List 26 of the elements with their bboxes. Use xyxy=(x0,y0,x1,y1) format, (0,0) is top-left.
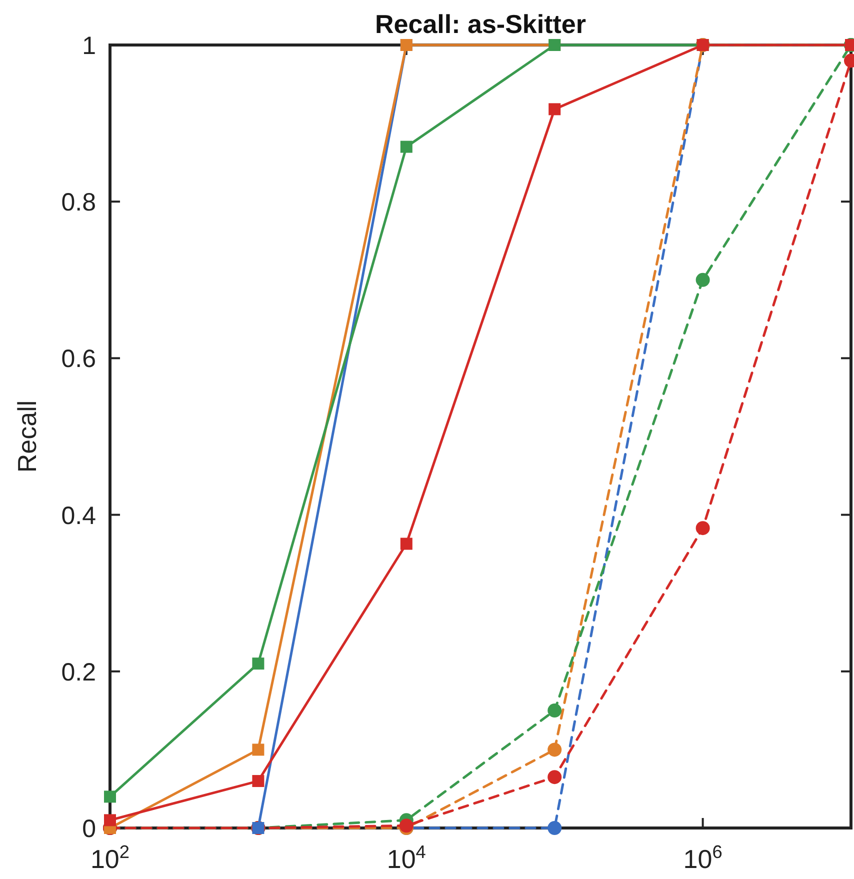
y-axis-title: Recall xyxy=(12,400,42,473)
x-tick-label: 10$^{6}$ xyxy=(683,842,722,874)
point xyxy=(548,770,562,784)
point xyxy=(252,744,264,756)
y-tick-label: 0.8 xyxy=(61,188,96,217)
point xyxy=(252,775,264,788)
point xyxy=(399,818,414,833)
point xyxy=(696,272,710,287)
point xyxy=(252,658,264,670)
point xyxy=(400,538,412,550)
point xyxy=(548,742,562,757)
x-tick-label: 10$^{4}$ xyxy=(386,842,426,874)
point xyxy=(104,790,116,803)
y-tick-label: 0.4 xyxy=(61,502,96,530)
point xyxy=(548,821,562,835)
y-tick-label: 0.6 xyxy=(61,345,96,374)
point xyxy=(696,521,710,536)
y-tick-label: 1 xyxy=(82,32,96,60)
point xyxy=(548,103,561,116)
point xyxy=(548,704,562,718)
y-tick-label: 0.2 xyxy=(61,658,96,686)
y-tick-label: 0 xyxy=(82,815,96,843)
chart-title: Recall: as-Skitter xyxy=(375,9,586,39)
point xyxy=(400,140,412,153)
point xyxy=(104,814,116,826)
x-tick-label: 10$^{2}$ xyxy=(90,842,130,874)
